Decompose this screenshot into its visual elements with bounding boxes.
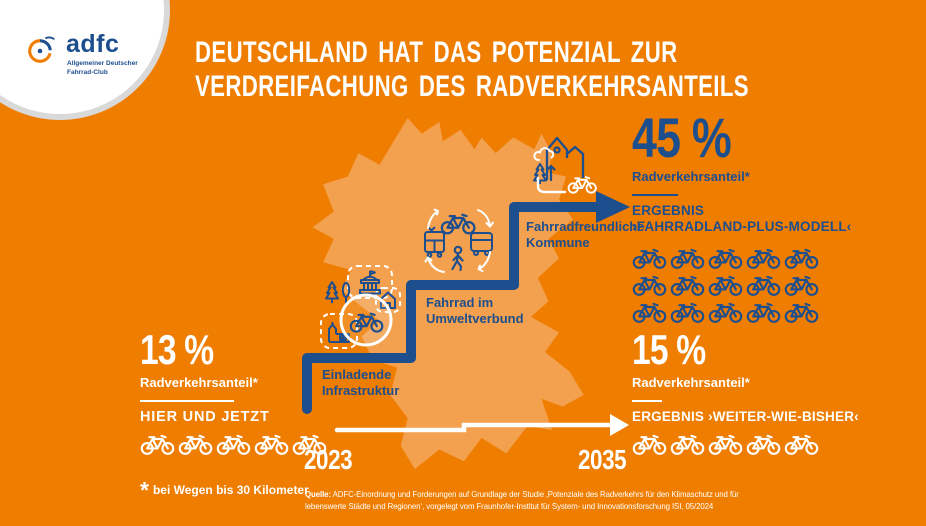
bicycle-icon (708, 248, 743, 269)
current-share-block: 13 % Radverkehrsanteil* HIER UND JETZT (140, 326, 327, 455)
adfc-wheel-icon (28, 36, 55, 63)
asterisk-marker: * (140, 477, 149, 503)
page-title: DEUTSCHLAND HAT DAS POTENZIAL ZUR VERDRE… (195, 36, 749, 103)
step-label-infrastructure: Einladende Infrastruktur (322, 367, 400, 399)
bicycle-icon (708, 275, 743, 296)
cycle-arrows-icon (424, 208, 494, 273)
bicycle-icon (178, 434, 213, 455)
bicycle-icon (440, 213, 476, 235)
year-end: 2035 (578, 444, 627, 475)
divider (632, 400, 662, 402)
bicycle-icon (670, 248, 705, 269)
bicycle-icon (254, 434, 289, 455)
bicycle-icon (708, 435, 743, 456)
bicycle-icon (746, 302, 781, 323)
current-percent: 13 % (140, 326, 214, 373)
current-bike-row (140, 432, 327, 455)
plus-scenario-block: 45 % Radverkehrsanteil* ERGEBNIS ›FAHRRA… (632, 106, 852, 323)
plus-percent: 45 % (632, 106, 732, 169)
current-share-label: Radverkehrsanteil* (140, 375, 258, 390)
bicycle-icon (784, 275, 819, 296)
bicycle-icon (567, 176, 597, 194)
adfc-brand-text: adfc (66, 30, 120, 58)
step-label-kommune: Fahrradfreundliche Kommune (526, 219, 645, 251)
bicycle-icon (784, 302, 819, 323)
tree-icon (533, 163, 547, 184)
bicycle-icon (746, 275, 781, 296)
bicycle-icon (632, 435, 667, 456)
bau-result: ERGEBNIS ›WEITER-WIE-BISHER‹ (632, 409, 859, 424)
kommune-icons (533, 136, 597, 194)
source-note: Quelle: ADFC-Einordnung und Forderungen … (305, 490, 739, 512)
bicycle-icon (784, 435, 819, 456)
bicycle-icon (632, 275, 667, 296)
city-buildings-icon (545, 136, 585, 180)
bicycle-icon (140, 434, 175, 455)
bicycle-icon (670, 275, 705, 296)
source-label: Quelle: (305, 490, 331, 499)
bicycle-icon (632, 302, 667, 323)
plus-bike-grid (632, 246, 824, 323)
umweltverbund-icons (424, 208, 494, 273)
divider (632, 194, 678, 196)
bicycle-icon (746, 248, 781, 269)
infrastructure-icons (320, 265, 401, 349)
plus-share-label: Radverkehrsanteil* (632, 169, 750, 184)
bicycle-icon (216, 434, 251, 455)
bicycle-icon (670, 302, 705, 323)
year-start: 2023 (304, 444, 353, 475)
bicycle-icon (670, 435, 705, 456)
church-icon (328, 322, 350, 343)
up-arrow-icon (546, 164, 556, 182)
bau-scenario-block: 15 % Radverkehrsanteil* ERGEBNIS ›WEITER… (632, 326, 859, 456)
bau-share-label: Radverkehrsanteil* (632, 375, 750, 390)
path-curve-icon (536, 176, 567, 194)
bicycle-icon (746, 435, 781, 456)
bau-percent: 15 % (632, 326, 706, 373)
pedestrian-icon (451, 245, 464, 272)
bike-highlight-circle (339, 293, 393, 347)
town-hall-icon (359, 270, 381, 295)
footnote: * bei Wegen bis 30 Kilometer (140, 477, 309, 503)
divider (140, 400, 234, 402)
bicycle-icon (632, 248, 667, 269)
tram-icon (424, 226, 445, 258)
bicycle-icon (708, 302, 743, 323)
bicycle-icon (784, 248, 819, 269)
current-heading: HIER UND JETZT (140, 409, 270, 425)
cloud-icon (533, 147, 555, 162)
step-label-umweltverbund: Fahrrad im Umweltverbund (426, 295, 524, 327)
bau-bike-row (632, 432, 859, 456)
plus-result: ERGEBNIS ›FAHRRADLAND-PLUS-MODELL‹ (632, 203, 852, 235)
bus-icon (470, 232, 493, 256)
trees-icon (325, 281, 351, 304)
adfc-brand-subline: Allgemeiner Deutscher Fahrrad-Club (67, 60, 138, 76)
